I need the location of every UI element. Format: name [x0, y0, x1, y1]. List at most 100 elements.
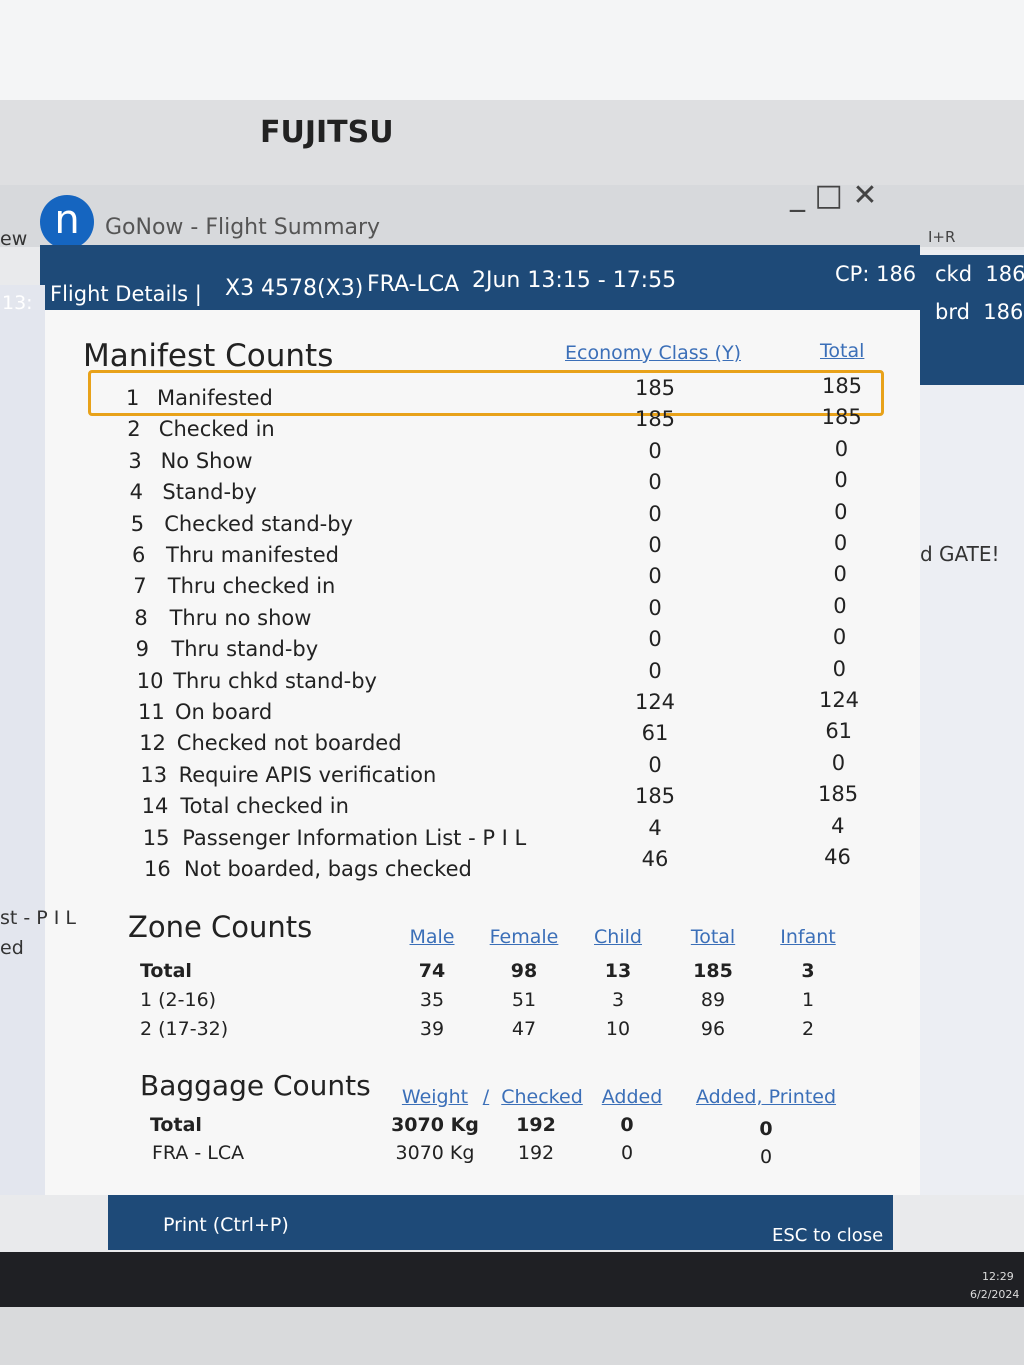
- cell: 124: [818, 688, 860, 712]
- column-header: Child: [594, 926, 642, 948]
- row-number: 8: [134, 605, 148, 630]
- cell: 185: [634, 376, 676, 400]
- row-label: Total checked in: [180, 794, 349, 819]
- cell: 61: [825, 719, 853, 744]
- header-cp: CP: 186: [835, 262, 917, 286]
- cell: 96: [700, 1018, 726, 1040]
- row-label: Stand-by: [162, 480, 257, 505]
- row-number: 12: [139, 731, 166, 756]
- cell: 0: [648, 470, 662, 495]
- cell: 0: [648, 658, 662, 683]
- cell: 3070 Kg: [391, 1114, 479, 1136]
- row-number: 3: [128, 448, 142, 473]
- cell: 185: [821, 374, 863, 398]
- row-number: 15: [142, 825, 170, 850]
- row-number: 4: [129, 480, 143, 505]
- cell: 185: [634, 784, 676, 809]
- footer-bar: [108, 1195, 893, 1250]
- monitor-bezel: [0, 100, 1024, 185]
- right-panel-header: [920, 255, 1024, 385]
- cell: 0: [833, 562, 847, 587]
- cell: 74: [418, 960, 446, 982]
- row-label: Checked stand-by: [164, 511, 353, 536]
- cell: 10: [605, 1018, 631, 1040]
- brand: FUJITSU: [260, 115, 394, 150]
- cell: 0: [832, 656, 846, 681]
- column-header: Economy Class (Y): [565, 342, 741, 364]
- row-label: Require APIS verification: [178, 762, 437, 787]
- row-label: Thru stand-by: [171, 637, 319, 662]
- cell: 51: [511, 989, 537, 1011]
- row-label: No Show: [160, 448, 253, 473]
- column-header: Total: [690, 926, 736, 948]
- header-bar: [40, 245, 920, 310]
- background-fragment: d GATE!: [920, 542, 1000, 566]
- row-label: Manifested: [157, 386, 273, 410]
- cell: 185: [634, 407, 676, 432]
- cell: 124: [634, 690, 676, 714]
- cell: 192: [516, 1114, 556, 1136]
- cell: 47: [511, 1018, 537, 1040]
- cell: 0: [620, 1114, 634, 1136]
- print-button[interactable]: Print (Ctrl+P): [163, 1214, 289, 1236]
- cell: 4: [831, 813, 845, 838]
- cell: 0: [833, 593, 847, 618]
- column-header: Checked: [501, 1086, 583, 1108]
- cell: 0: [759, 1146, 773, 1168]
- cell: 0: [834, 436, 849, 461]
- section-title: Manifest Counts: [83, 338, 334, 374]
- cell: 185: [818, 782, 859, 807]
- row-label: Thru manifested: [166, 543, 339, 567]
- row-label: On board: [175, 700, 273, 724]
- column-header: Added: [601, 1086, 663, 1108]
- cell: 0: [832, 625, 847, 650]
- row-number: 1: [126, 386, 140, 410]
- row-label: Not boarded, bags checked: [184, 857, 472, 881]
- cell: 0: [648, 564, 662, 589]
- cell: 98: [510, 960, 538, 982]
- cell: 0: [648, 438, 662, 463]
- cell: 0: [648, 752, 662, 777]
- cell: 192: [517, 1142, 555, 1164]
- cell: 2: [801, 1018, 815, 1040]
- cell: 0: [834, 468, 848, 493]
- row-number: 10: [136, 668, 164, 693]
- header-section: Flight Details |: [50, 282, 202, 306]
- section-title: Zone Counts: [128, 910, 313, 944]
- cell: 0: [834, 499, 848, 524]
- row-number: 2: [127, 417, 141, 442]
- window-controls[interactable]: _ □ ✕: [790, 178, 878, 213]
- row-number: 5: [130, 511, 145, 536]
- cell: 0: [620, 1142, 634, 1164]
- column-header: /: [482, 1086, 490, 1108]
- cell: 13: [604, 960, 632, 982]
- background-fragment: st - P I L: [0, 907, 77, 929]
- row-label: FRA - LCA: [152, 1142, 245, 1164]
- row-label: Thru checked in: [167, 574, 336, 599]
- row-number: 9: [135, 637, 149, 662]
- row-label: 1 (2-16): [140, 989, 217, 1011]
- close-hint: ESC to close: [772, 1225, 884, 1246]
- column-header: Total: [820, 340, 865, 362]
- row-label: 2 (17-32): [140, 1018, 229, 1040]
- background-fragment: ed: [0, 937, 24, 959]
- cell: 185: [693, 960, 733, 982]
- row-label: Thru chkd stand-by: [173, 668, 377, 693]
- highlight: [88, 370, 884, 416]
- cell: 1: [801, 989, 815, 1011]
- row-number: 11: [138, 700, 165, 724]
- row-number: 14: [141, 794, 169, 819]
- content: [45, 310, 920, 1195]
- cell: 0: [648, 501, 662, 526]
- row-label: Checked in: [158, 417, 275, 442]
- background-fragment: 13:: [2, 292, 33, 314]
- cell: 89: [700, 989, 726, 1011]
- background-fragment: brd 186: [935, 300, 1024, 324]
- cell: 0: [648, 595, 662, 620]
- cell: 61: [641, 721, 669, 746]
- taskbar-date: 6/2/2024: [970, 1288, 1020, 1301]
- column-header: Added, Printed: [695, 1086, 837, 1108]
- row-label: Checked not boarded: [176, 731, 402, 756]
- row-label: Passenger Information List - P I L: [182, 825, 527, 850]
